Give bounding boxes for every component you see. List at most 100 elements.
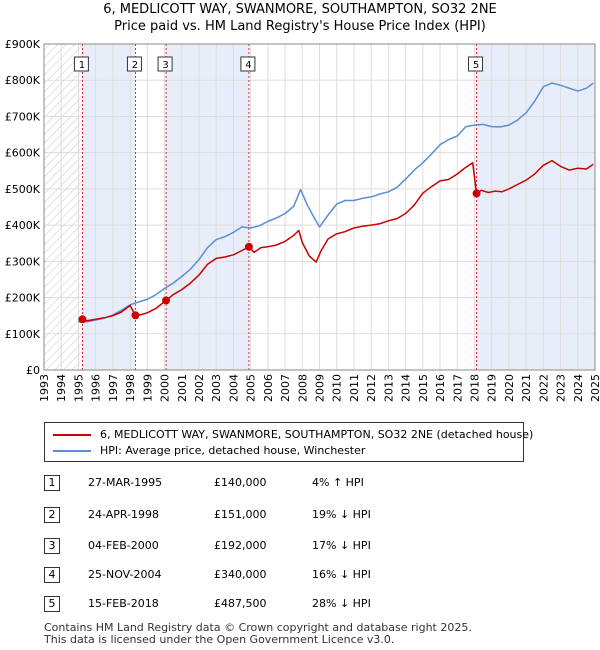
x-tick-label: 2022 — [537, 374, 550, 402]
x-tick-label: 2017 — [451, 374, 464, 402]
x-tick-label: 2024 — [572, 374, 585, 402]
transaction-number-badge: 5 — [44, 596, 60, 612]
legend-label-property: 6, MEDLICOTT WAY, SWANMORE, SOUTHAMPTON,… — [100, 428, 534, 441]
chart-subtitle: Price paid vs. HM Land Registry's House … — [114, 19, 486, 34]
x-tick-label: 2006 — [262, 374, 275, 402]
x-tick-label: 2005 — [245, 374, 258, 402]
x-tick-label: 1998 — [124, 374, 137, 402]
transaction-date: 25-NOV-2004 — [88, 568, 162, 581]
transaction-row-3: 3 04-FEB-2000 £192,000 17% ↓ HPI — [44, 538, 404, 554]
transaction-price: £140,000 — [214, 476, 267, 489]
x-tick-label: 2013 — [382, 374, 395, 402]
no-data-hatch — [44, 44, 83, 370]
legend-item-hpi: HPI: Average price, detached house, Winc… — [53, 444, 365, 457]
hpi-line — [78, 82, 594, 323]
legend-swatch-property — [53, 434, 91, 436]
transaction-price: £192,000 — [214, 539, 267, 552]
transaction-label: 3 — [162, 60, 168, 71]
x-tick-label: 2018 — [468, 374, 481, 402]
transaction-number-badge: 4 — [44, 567, 60, 583]
transaction-number-badge: 1 — [44, 475, 60, 491]
chart-title: 6, MEDLICOTT WAY, SWANMORE, SOUTHAMPTON,… — [103, 2, 497, 17]
legend-item-property: 6, MEDLICOTT WAY, SWANMORE, SOUTHAMPTON,… — [53, 428, 533, 441]
transaction-label: 1 — [79, 60, 85, 71]
y-tick-label: £0 — [26, 364, 40, 377]
transaction-date: 04-FEB-2000 — [88, 539, 159, 552]
licence-notice: This data is licensed under the Open Gov… — [44, 633, 395, 646]
y-tick-label: £500K — [5, 183, 41, 196]
transaction-point — [244, 242, 253, 251]
transaction-price: £151,000 — [214, 508, 267, 521]
y-tick-label: £600K — [5, 147, 41, 160]
x-tick-label: 2009 — [314, 374, 327, 402]
legend: 6, MEDLICOTT WAY, SWANMORE, SOUTHAMPTON,… — [44, 422, 533, 462]
ownership-band — [166, 44, 249, 370]
x-tick-label: 1996 — [90, 374, 103, 402]
x-tick-label: 2010 — [331, 374, 344, 402]
transaction-hpi-diff: 17% ↓ HPI — [312, 539, 371, 552]
y-tick-label: £700K — [5, 110, 41, 123]
copyright-notice: Contains HM Land Registry data © Crown c… — [44, 621, 472, 634]
transaction-date: 27-MAR-1995 — [88, 476, 163, 489]
transaction-label-box — [73, 56, 89, 72]
x-tick-label: 2023 — [555, 374, 568, 402]
transaction-label-box — [468, 56, 484, 72]
x-tick-label: 2016 — [434, 374, 447, 402]
y-tick-label: £800K — [5, 74, 41, 87]
transaction-date: 24-APR-1998 — [88, 508, 160, 521]
transaction-number-badge: 2 — [44, 507, 60, 523]
transaction-row-4: 4 25-NOV-2004 £340,000 16% ↓ HPI — [44, 567, 404, 583]
x-tick-label: 2021 — [520, 374, 533, 402]
x-tick-label: 2025 — [589, 374, 600, 402]
x-tick-label: 2003 — [210, 374, 223, 402]
transaction-price: £487,500 — [214, 597, 267, 610]
x-tick-label: 2012 — [365, 374, 378, 402]
x-tick-label: 1994 — [55, 374, 68, 402]
transaction-point — [78, 315, 87, 324]
transaction-label: 2 — [132, 60, 138, 71]
x-tick-label: 1999 — [141, 374, 154, 402]
x-tick-label: 1995 — [72, 374, 85, 402]
x-tick-label: 1993 — [38, 374, 51, 402]
transaction-label: 5 — [473, 60, 479, 71]
y-tick-label: £200K — [5, 292, 41, 305]
x-tick-label: 2004 — [227, 374, 240, 402]
y-tick-label: £300K — [5, 255, 41, 268]
transaction-point — [162, 296, 171, 305]
x-tick-label: 2011 — [348, 374, 361, 402]
transaction-hpi-diff: 16% ↓ HPI — [312, 568, 371, 581]
transaction-number-badge: 3 — [44, 538, 60, 554]
transaction-label-box — [126, 56, 142, 72]
y-tick-label: £900K — [5, 38, 41, 51]
transaction-price: £340,000 — [214, 568, 267, 581]
x-tick-label: 2015 — [417, 374, 430, 402]
x-tick-label: 2019 — [486, 374, 499, 402]
x-tick-label: 2020 — [503, 374, 516, 402]
price-chart: £0 £100K £200K £300K £400K £500K £600K £700K £80… — [5, 38, 600, 402]
x-tick-label: 2001 — [176, 374, 189, 402]
transaction-label: 4 — [245, 60, 251, 71]
transaction-row-1: 1 27-MAR-1995 £140,000 4% ↑ HPI — [44, 475, 404, 491]
legend-label-hpi: HPI: Average price, detached house, Winc… — [100, 444, 366, 457]
transaction-point — [472, 189, 481, 198]
plot-border — [43, 43, 596, 371]
x-tick-label: 2008 — [296, 374, 309, 402]
transaction-hpi-diff: 4% ↑ HPI — [312, 476, 364, 489]
legend-swatch-hpi — [53, 450, 91, 452]
y-tick-label: £100K — [5, 328, 41, 341]
x-tick-label: 2002 — [193, 374, 206, 402]
transaction-date: 15-FEB-2018 — [88, 597, 159, 610]
transaction-label-box — [157, 56, 173, 72]
transaction-hpi-diff: 19% ↓ HPI — [312, 508, 371, 521]
transaction-point — [131, 311, 140, 320]
transaction-hpi-diff: 28% ↓ HPI — [312, 597, 371, 610]
transaction-row-2: 2 24-APR-1998 £151,000 19% ↓ HPI — [44, 507, 404, 523]
transaction-row-5: 5 15-FEB-2018 £487,500 28% ↓ HPI — [44, 596, 404, 612]
x-tick-label: 1997 — [107, 374, 120, 402]
x-tick-label: 2000 — [159, 374, 172, 402]
transaction-label-box — [240, 56, 256, 72]
ownership-band — [476, 44, 595, 370]
x-tick-label: 2007 — [279, 374, 292, 402]
x-tick-label: 2014 — [400, 374, 413, 402]
y-tick-label: £400K — [5, 219, 41, 232]
